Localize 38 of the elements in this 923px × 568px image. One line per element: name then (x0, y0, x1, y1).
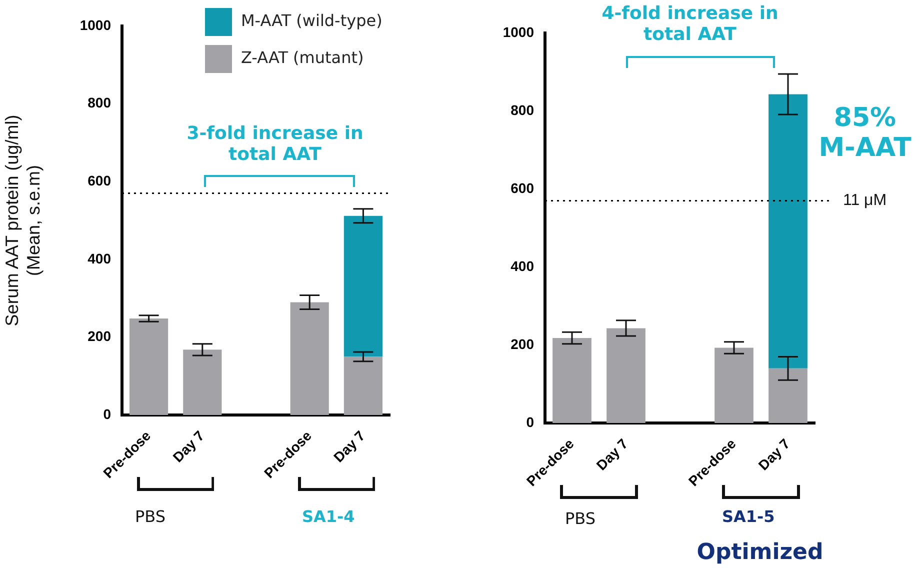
text: Optimized (696, 540, 824, 565)
y-tick-label: 400 (88, 250, 112, 266)
y-tick-label: 1000 (502, 24, 534, 40)
bar (714, 348, 754, 423)
y-tick-label: 800 (88, 94, 112, 111)
text: SA1-5 (722, 507, 775, 526)
x-tick-label: Day 7 (755, 435, 793, 474)
y-tick-label: 0 (103, 406, 112, 422)
text: SA1-4 (302, 507, 355, 526)
legend-label: Z-AAT (mutant) (241, 48, 364, 68)
y-tick-label: 600 (88, 172, 112, 188)
y-tick-label: 400 (510, 258, 534, 274)
x-tick-label: Day 7 (170, 427, 208, 466)
bar (606, 328, 646, 423)
y-tick-label: 800 (510, 102, 534, 118)
text: PBS (565, 509, 596, 528)
text: 3-fold increase in total AAT (186, 123, 364, 165)
y-tick-label: 1000 (80, 16, 112, 33)
annotation: 85% M-AAT (818, 103, 912, 163)
bar (344, 216, 382, 357)
y-tick-label: 0 (526, 414, 534, 430)
bar (344, 356, 382, 415)
bar (183, 350, 222, 415)
legend-label: M-AAT (wild-type) (241, 11, 382, 30)
text: PBS (135, 507, 166, 526)
bar (130, 318, 168, 415)
y-tick-label: 200 (510, 336, 534, 352)
y-axis-title: Serum AAT protein (ug/ml) (Mean, s.e.m) (2, 114, 44, 326)
x-tick-label: Day 7 (593, 435, 631, 474)
bar (768, 368, 808, 423)
ref-line-label: 11 μM (843, 192, 887, 210)
text: 4-fold increase in total AAT (602, 3, 778, 45)
bar (290, 302, 329, 415)
bar (768, 94, 808, 368)
y-tick-label: 600 (510, 180, 534, 196)
x-tick-label: Day 7 (330, 427, 368, 466)
y-tick-label: 200 (88, 328, 112, 344)
bar (552, 338, 592, 423)
